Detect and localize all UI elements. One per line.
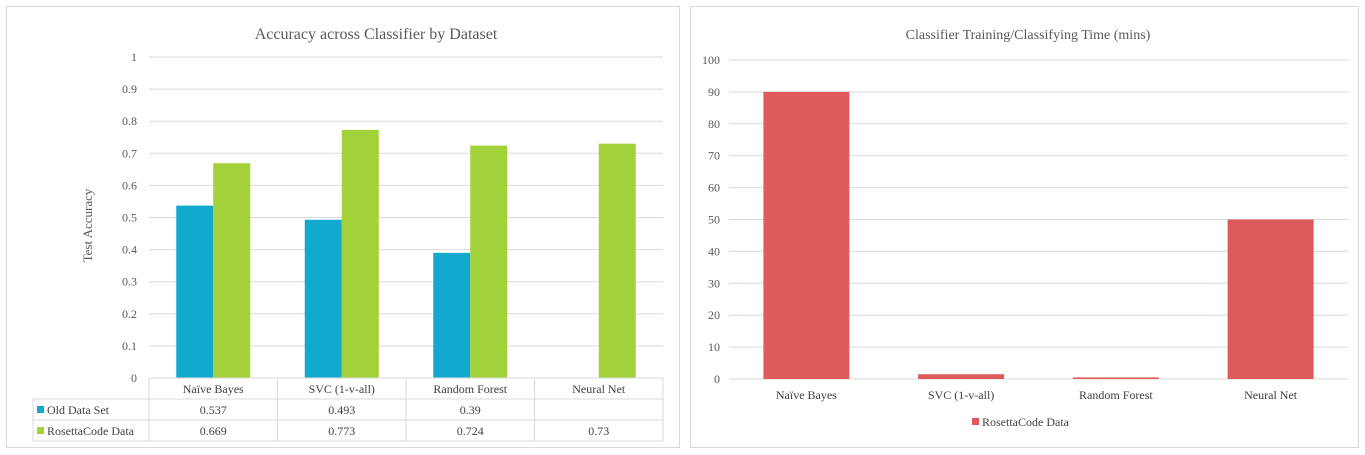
y-tick-label: 30	[708, 276, 720, 290]
x-category-label: SVC (1-v-all)	[309, 382, 375, 396]
bar-time-2	[1072, 377, 1159, 379]
y-tick-label: 0	[131, 371, 137, 385]
y-tick-label: 0.9	[122, 82, 137, 96]
y-tick-label: 1	[131, 50, 137, 64]
y-tick-label: 20	[708, 308, 720, 322]
y-tick-label: 0.4	[122, 243, 137, 257]
bar-rosetta-2	[470, 145, 508, 378]
legend-label: RosettaCode Data	[982, 415, 1070, 429]
table-cell: 0.537	[200, 403, 227, 417]
bar-time-1	[918, 374, 1005, 379]
bar-time-0	[763, 91, 850, 380]
y-tick-label: 0.1	[122, 339, 137, 353]
series-name: RosettaCode Data	[47, 424, 135, 438]
accuracy-chart: Accuracy across Classifier by Dataset 0 0.…	[32, 26, 664, 442]
y-axis-title: Test Accuracy	[80, 188, 95, 262]
y-tick-label: 0.5	[122, 211, 137, 225]
y-tick-label: 10	[708, 340, 720, 354]
legend-swatch-1	[37, 427, 44, 434]
y-tick-label: 70	[708, 149, 720, 163]
time-chart: Classifier Training/Classifying Time (mi…	[702, 28, 1348, 429]
y-tick-label: 0.8	[122, 114, 137, 128]
y-tick-label: 50	[708, 213, 720, 227]
chart-title: Classifier Training/Classifying Time (mi…	[906, 28, 1151, 43]
table-cell: 0.773	[328, 424, 355, 438]
x-category-label: Random Forest	[433, 382, 507, 396]
x-category-label: Neural Net	[572, 382, 626, 396]
table-cell: 0.39	[460, 403, 481, 417]
bar-old-data-0	[176, 205, 214, 378]
bar-time-3	[1227, 219, 1314, 379]
table-cell: 0.73	[588, 424, 609, 438]
y-tick-label: 0.7	[122, 146, 137, 160]
y-tick-label: 0	[714, 372, 720, 386]
legend-swatch-0	[37, 406, 44, 413]
y-tick-label: 100	[702, 53, 720, 67]
y-tick-label: 0.6	[122, 178, 137, 192]
y-tick-label: 40	[708, 244, 720, 258]
x-category-label: SVC (1-v-all)	[928, 388, 994, 402]
bar-rosetta-1	[341, 129, 379, 378]
accuracy-chart-panel: Accuracy across Classifier by Dataset 0 0.…	[6, 6, 680, 448]
bar-old-data-1	[304, 219, 342, 378]
y-tick-label: 0.3	[122, 275, 137, 289]
y-tick-label: 60	[708, 181, 720, 195]
chart-title: Accuracy across Classifier by Dataset	[255, 26, 498, 43]
table-cell: 0.669	[200, 424, 227, 438]
table-cell: 0.724	[457, 424, 484, 438]
x-category-label: Random Forest	[1079, 388, 1153, 402]
bar-old-data-2	[433, 252, 471, 378]
bar-rosetta-3	[598, 143, 636, 378]
legend-swatch	[972, 418, 979, 425]
series-name: Old Data Set	[47, 403, 110, 417]
x-category-label: Naïve Bayes	[183, 382, 244, 396]
x-category-label: Neural Net	[1244, 388, 1298, 402]
y-tick-label: 90	[708, 85, 720, 99]
bar-rosetta-0	[213, 163, 251, 378]
time-chart-panel: Classifier Training/Classifying Time (mi…	[690, 6, 1359, 448]
table-cell: 0.493	[328, 403, 355, 417]
y-tick-label: 0.2	[122, 307, 137, 321]
x-category-label: Naïve Bayes	[776, 388, 837, 402]
y-tick-label: 80	[708, 117, 720, 131]
